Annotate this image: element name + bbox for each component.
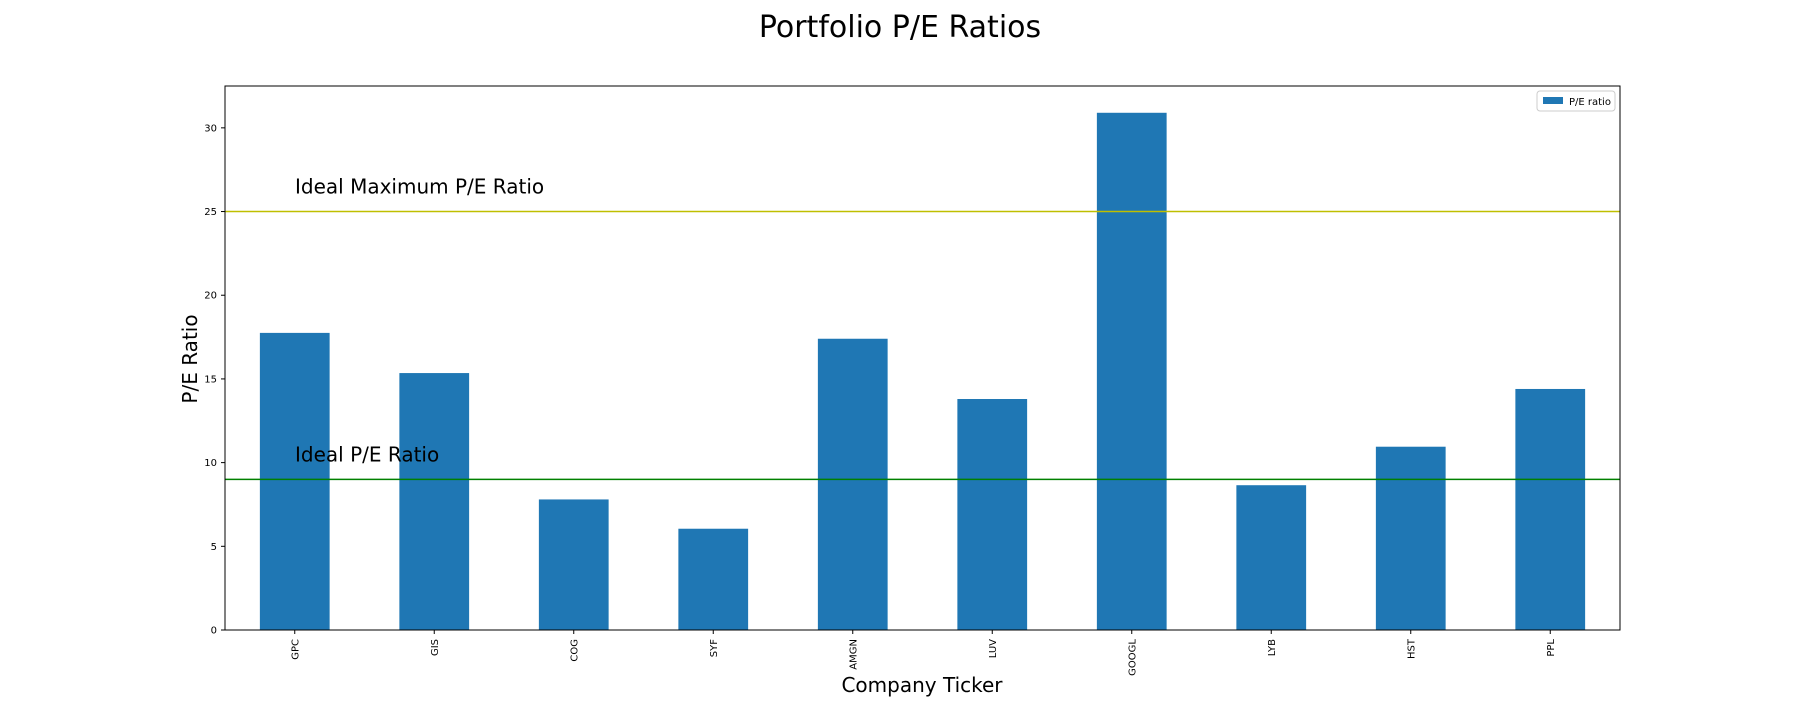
x-tick-label: AMGN	[848, 639, 859, 670]
y-tick-label: 25	[204, 207, 217, 218]
y-axis: 0 5 10 15 20 25 30	[204, 123, 225, 637]
x-tick-label: GOOGL	[1127, 639, 1138, 676]
reference-line-label-1: Ideal P/E Ratio	[295, 442, 439, 466]
y-tick-label: 0	[211, 626, 217, 637]
y-tick-label: 30	[204, 123, 217, 134]
y-axis-label: P/E Ratio	[178, 314, 202, 403]
y-tick-label: 15	[204, 374, 217, 385]
y-tick-label: 10	[204, 458, 217, 469]
x-tick-label: LYB	[1267, 639, 1278, 656]
bar-gpc	[259, 332, 330, 630]
x-tick-label: COG	[569, 639, 580, 662]
legend-swatch	[1543, 97, 1563, 104]
x-axis-label: Company Ticker	[841, 673, 1003, 697]
x-tick-label: GPC	[290, 639, 301, 660]
bar-gis	[399, 373, 470, 630]
x-axis: GPC GIS COG SYF AMGN LUV GOOGL LYB HST PPL	[290, 630, 1557, 676]
reference-lines: Ideal Maximum P/E Ratio Ideal P/E Ratio	[225, 175, 1620, 481]
chart-title: Portfolio P/E Ratios	[759, 10, 1041, 45]
bar-luv	[957, 399, 1028, 630]
x-tick-label: SYF	[709, 639, 720, 657]
bar-cog	[538, 499, 609, 630]
bar-group	[259, 112, 1586, 630]
legend: P/E ratio	[1536, 90, 1616, 112]
y-tick-label: 5	[211, 542, 217, 553]
legend-box	[1536, 90, 1616, 112]
bar-lyb	[1236, 485, 1307, 630]
x-tick-label: PPL	[1546, 639, 1557, 657]
bar-syf	[678, 528, 749, 630]
bar-ppl	[1515, 388, 1586, 630]
y-tick-label: 20	[204, 291, 217, 302]
x-tick-label: GIS	[430, 639, 441, 656]
bar-amgn	[817, 338, 888, 630]
plot-frame	[224, 85, 1621, 631]
legend-label: P/E ratio	[1569, 97, 1611, 108]
x-tick-label: HST	[1406, 638, 1417, 659]
reference-line-label-0: Ideal Maximum P/E Ratio	[295, 175, 544, 199]
x-tick-label: LUV	[988, 639, 999, 658]
bar-googl	[1096, 112, 1167, 630]
bar-hst	[1375, 446, 1446, 630]
